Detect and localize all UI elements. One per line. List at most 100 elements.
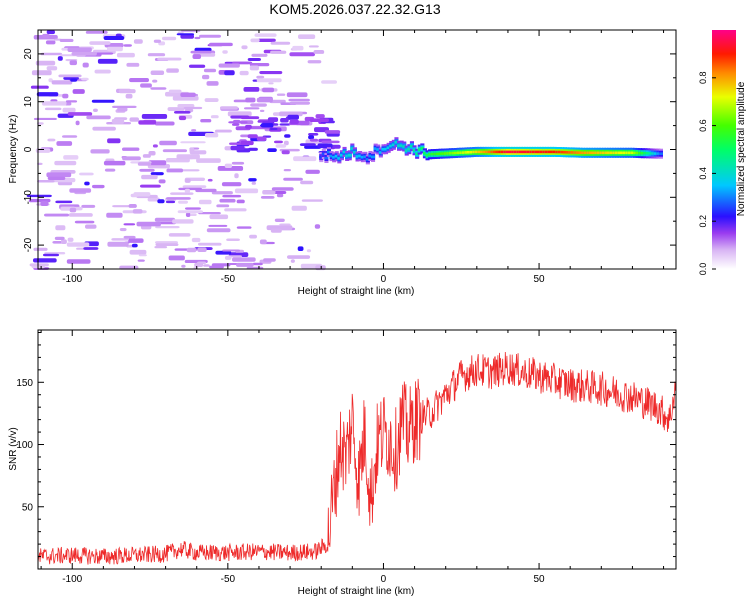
spectrogram-cell — [304, 145, 322, 149]
spectrogram-cell — [67, 237, 74, 242]
spectrogram-cell — [129, 78, 149, 83]
spectrogram-cell — [309, 138, 319, 142]
spectrogram-ridge-core — [407, 147, 412, 151]
y-tick-label: -20 — [23, 237, 34, 252]
spectrogram-cell — [209, 42, 233, 47]
spectrogram-cell — [71, 51, 97, 56]
spectrogram-cell — [256, 97, 273, 103]
spectrogram-cell — [92, 184, 105, 189]
spectrogram-cell — [224, 163, 233, 168]
spectrogram-ridge-core — [438, 152, 443, 155]
spectrogram-ridge-core — [599, 151, 604, 155]
spectrogram-ridge-core — [409, 144, 414, 148]
spectrogram-cell — [178, 200, 188, 204]
spectrogram-ridge-core — [339, 153, 344, 157]
spectrogram-cell — [276, 93, 286, 96]
spectrogram-cell — [42, 33, 50, 38]
spectrogram-x-label: Height of straight line (km) — [298, 286, 415, 297]
spectrogram-cell — [82, 62, 89, 68]
spectrogram-cell — [166, 197, 191, 200]
spectrogram-cell — [204, 133, 219, 138]
spectrogram-ridge-core — [352, 151, 357, 154]
spectrogram-ridge-core — [347, 154, 352, 157]
spectrogram-cell — [227, 111, 252, 117]
spectrogram-cell — [256, 75, 265, 79]
spectrogram-cell — [111, 118, 125, 124]
spectrogram-cell — [308, 135, 315, 140]
spectrogram-cell — [271, 187, 294, 191]
spectrogram-ridge-core — [498, 150, 503, 154]
spectrogram-ridge-core — [420, 147, 425, 150]
spectrogram-cell — [148, 160, 167, 166]
colorbar-gradient — [712, 30, 736, 269]
spectrogram-cell — [33, 247, 48, 251]
spectrogram-cell — [31, 70, 52, 76]
spectrogram-cell — [176, 33, 195, 36]
spectrogram-cell — [153, 39, 161, 43]
spectrogram-ridge-core — [500, 150, 505, 154]
spectrogram-ridge-core — [542, 150, 547, 154]
spectrogram-cell — [232, 257, 256, 262]
spectrogram-ridge-core — [397, 144, 402, 148]
spectrogram-ridge-core — [467, 151, 472, 154]
spectrogram-cell — [208, 224, 228, 227]
spectrogram-cell — [321, 80, 337, 84]
spectrogram-ridge-core — [627, 151, 632, 155]
spectrogram-cell — [178, 115, 187, 121]
spectrogram-ridge-core — [474, 150, 479, 154]
spectrogram-cell — [324, 130, 341, 134]
spectrogram-cell — [186, 247, 197, 253]
spectrogram-cell — [177, 104, 195, 108]
spectrogram-frame — [37, 29, 677, 270]
spectrogram-cell — [122, 147, 140, 151]
spectrogram-ridge-core — [511, 150, 516, 154]
x-tick-label: -100 — [62, 574, 82, 585]
spectrogram-cell — [256, 136, 267, 141]
spectrogram-cell — [230, 145, 245, 151]
spectrogram-ridge-core — [373, 147, 378, 150]
spectrogram-ridge-core — [443, 152, 448, 155]
spectrogram-cell — [224, 70, 235, 76]
spectrogram-cell — [129, 117, 139, 122]
spectrogram-cell — [321, 140, 340, 144]
spectrogram-cell — [155, 241, 178, 244]
spectrogram-ridge-core — [588, 151, 593, 155]
colorbar-ticks: 0.0 0.2 0.4 0.6 0.8 — [698, 72, 716, 275]
spectrogram-ridge-core — [622, 151, 627, 155]
spectrogram-cell — [204, 98, 219, 102]
spectrogram-cell — [140, 184, 161, 188]
spectrogram-ridge-core — [653, 152, 658, 155]
spectrogram-cell — [166, 68, 179, 73]
spectrogram-cell — [158, 179, 166, 184]
colorbar-tick-label: 0.8 — [698, 72, 708, 85]
spectrogram-cell — [128, 204, 137, 208]
spectrogram-ridge-core — [560, 150, 565, 154]
spectrogram-cell — [65, 100, 78, 103]
spectrogram-cell — [119, 228, 127, 232]
spectrogram-cell — [170, 192, 194, 195]
spectrogram-cell — [209, 214, 229, 220]
spectrogram-cell — [123, 223, 136, 226]
spectrogram-cell — [191, 237, 201, 243]
spectrogram-cell — [81, 77, 89, 81]
spectrogram-ridge-core — [544, 150, 549, 154]
spectrogram-cell — [267, 117, 279, 122]
spectrogram-cell — [84, 181, 90, 186]
spectrogram-ridge-core — [381, 148, 386, 151]
spectrogram-cell — [259, 239, 267, 245]
spectrogram-cell — [200, 119, 212, 123]
spectrogram-cell — [248, 178, 257, 182]
spectrogram-ridge-core — [428, 153, 433, 156]
spectrogram-cell — [178, 187, 202, 191]
spectrogram-cell — [250, 103, 267, 107]
spectrogram-ridge-core — [526, 150, 531, 154]
spectrogram-cell — [57, 181, 73, 186]
spectrogram-ridge-core — [503, 150, 508, 154]
spectrogram-cell — [62, 93, 69, 99]
spectrogram-ridge-core — [376, 148, 381, 151]
spectrogram-cell — [154, 246, 168, 249]
spectrogram-cell — [248, 147, 258, 151]
spectrogram-cell — [247, 58, 261, 61]
spectrogram-cell — [136, 221, 161, 227]
spectrogram-cell — [227, 255, 242, 258]
